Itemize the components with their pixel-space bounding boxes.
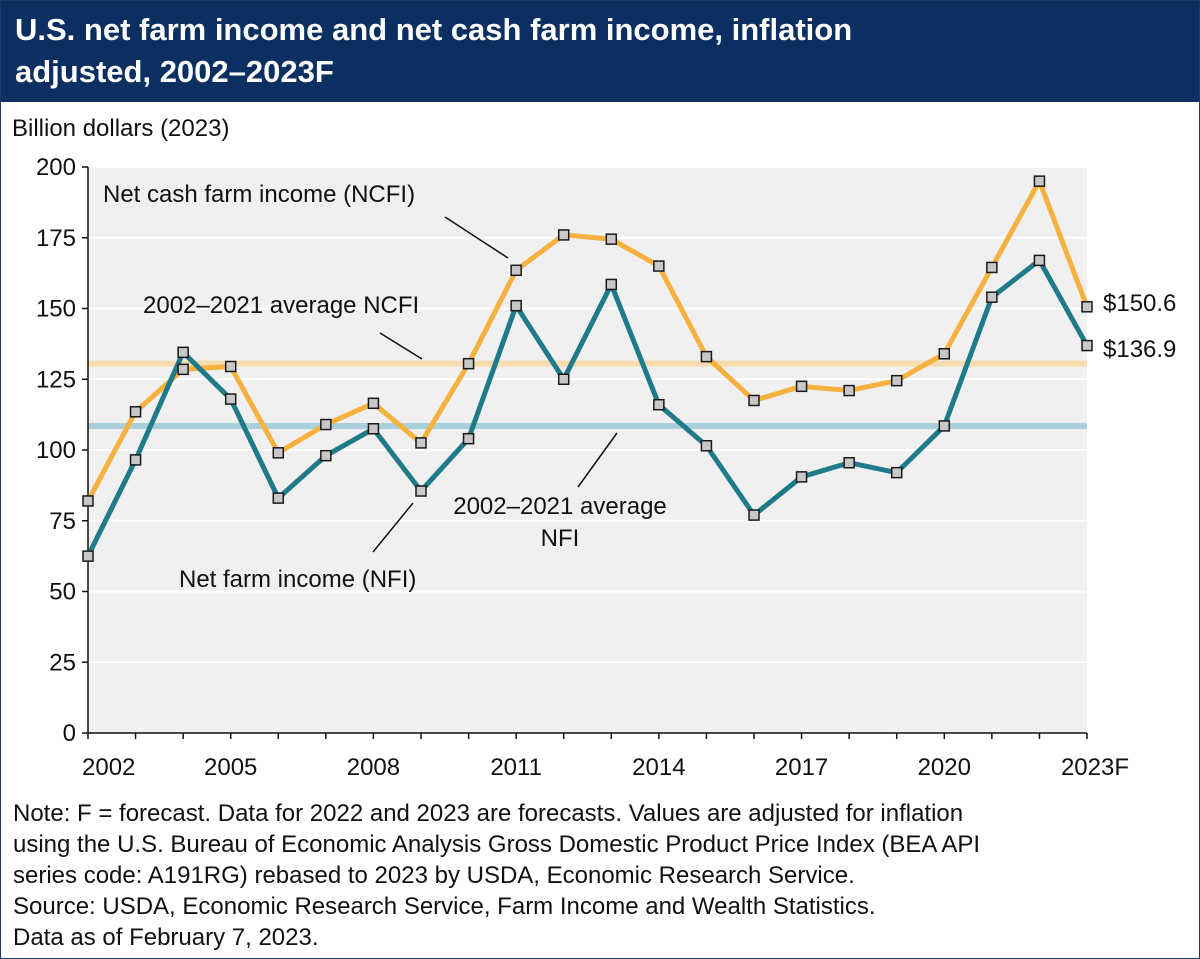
- nfi-point-2019: [890, 466, 903, 479]
- ncfi-point-2023: [1081, 301, 1093, 313]
- ncfi-point-2017: [795, 380, 808, 393]
- ncfi-average-label: 2002–2021 average NCFI: [143, 292, 419, 319]
- nfi-end-value-label: $136.9: [1103, 336, 1176, 363]
- y-tick-label-50: 50: [49, 579, 76, 606]
- nfi-point-2012: [557, 373, 570, 385]
- nfi-point-2007: [320, 449, 332, 462]
- nfi-point-2005: [224, 393, 237, 405]
- nfi-leader-line: [372, 502, 414, 553]
- average-lines: [88, 360, 1087, 429]
- ncfi-point-2002: [82, 495, 94, 507]
- y-tick-label-125: 125: [36, 366, 76, 393]
- ncfi-point-2021: [986, 261, 998, 274]
- x-tick-label-2023F: 2023F: [1061, 754, 1129, 781]
- y-tick-label-175: 175: [36, 225, 76, 252]
- y-tick-label-0: 0: [63, 720, 76, 747]
- x-tick-label-2011: 2011: [490, 754, 542, 781]
- ncfi-point-2004: [177, 363, 189, 376]
- series-lines: [85, 178, 1090, 559]
- ncfi-point-2008: [367, 397, 380, 410]
- ncfi-point-2019: [890, 374, 903, 387]
- x-tick-label-2017: 2017: [775, 754, 828, 781]
- ncfi-point-2022: [1033, 175, 1046, 187]
- nfi-series-label: Net farm income (NFI): [179, 566, 416, 593]
- data-date-line: Data as of February 7, 2023.: [13, 924, 319, 951]
- ncfi-point-2012: [557, 229, 570, 241]
- nfi-point-2008: [367, 423, 380, 435]
- note-line-3: series code: A191RG) rebased to 2023 by …: [13, 862, 855, 889]
- y-tick-label-25: 25: [49, 649, 76, 676]
- y-tick-label-100: 100: [36, 437, 76, 464]
- nfi-average-label-line-2: NFI: [541, 525, 580, 552]
- x-tick-label-2008: 2008: [347, 754, 400, 781]
- ncfi-point-2010: [462, 357, 475, 370]
- nfi-point-2002: [82, 550, 94, 562]
- ncfi-average-leader-line: [379, 332, 423, 360]
- x-tick-labels: 2002 2005 2008 2011 2014 2017 2020 2023F: [82, 754, 1129, 781]
- data-markers: [82, 175, 1093, 562]
- ncfi-leader-line: [444, 216, 509, 259]
- x-tick-label-2020: 2020: [918, 754, 971, 781]
- ncfi-point-2005: [224, 360, 237, 373]
- ncfi-point-2014: [653, 260, 665, 272]
- x-tick-label-2014: 2014: [632, 754, 685, 781]
- nfi-point-2016: [748, 509, 760, 521]
- ncfi-point-2003: [129, 406, 142, 418]
- nfi-point-2004: [177, 346, 189, 359]
- ncfi-point-2009: [415, 437, 427, 449]
- nfi-point-2003: [129, 454, 142, 466]
- nfi-average-leader-line: [577, 432, 618, 488]
- nfi-point-2015: [700, 440, 713, 452]
- note-line-2: using the U.S. Bureau of Economic Analys…: [13, 831, 981, 858]
- source-line: Source: USDA, Economic Research Service,…: [13, 893, 876, 920]
- nfi-point-2020: [938, 420, 951, 432]
- chart-title-line-2: adjusted, 2002–2023F: [15, 54, 334, 89]
- series-line-nfi: [85, 257, 1090, 559]
- y-tick-label-200: 200: [36, 154, 76, 181]
- nfi-point-2023: [1081, 339, 1093, 352]
- nfi-point-2010: [462, 432, 475, 445]
- annotations: Net cash farm income (NCFI) 2002–2021 av…: [103, 181, 1176, 593]
- ncfi-point-2006: [272, 447, 285, 459]
- axes: [82, 166, 1088, 739]
- x-tick-label-2005: 2005: [204, 754, 257, 781]
- nfi-point-2009: [415, 485, 427, 497]
- ncfi-point-2018: [843, 384, 855, 397]
- ncfi-point-2020: [938, 348, 951, 360]
- title-bar: U.S. net farm income and net cash farm i…: [1, 1, 1199, 102]
- nfi-point-2021: [986, 291, 998, 303]
- y-tick-label-75: 75: [49, 508, 76, 535]
- ncfi-point-2015: [700, 350, 713, 363]
- y-axis-label: Billion dollars (2023): [12, 115, 229, 142]
- ncfi-end-value-label: $150.6: [1103, 290, 1176, 317]
- nfi-point-2011: [510, 299, 522, 312]
- chart-title-line-1: U.S. net farm income and net cash farm i…: [15, 12, 853, 47]
- x-tick-label-2002: 2002: [82, 754, 135, 781]
- ncfi-series-label: Net cash farm income (NCFI): [103, 181, 415, 208]
- ncfi-point-2016: [748, 394, 760, 407]
- nfi-point-2014: [653, 398, 665, 411]
- series-line-ncfi: [85, 178, 1090, 504]
- y-tick-labels: 0 25 50 75 100 125 150 175 200: [36, 154, 76, 747]
- nfi-point-2006: [272, 492, 285, 504]
- y-tick-label-150: 150: [36, 296, 76, 323]
- nfi-point-2017: [795, 471, 808, 483]
- nfi-point-2022: [1033, 254, 1046, 267]
- ncfi-point-2013: [605, 233, 618, 245]
- ncfi-point-2011: [510, 264, 522, 277]
- note-line-1: Note: F = forecast. Data for 2022 and 20…: [13, 800, 964, 827]
- nfi-average-label-line-1: 2002–2021 average: [453, 493, 667, 520]
- ncfi-point-2007: [320, 418, 332, 431]
- nfi-point-2013: [605, 278, 618, 291]
- nfi-point-2018: [843, 456, 855, 469]
